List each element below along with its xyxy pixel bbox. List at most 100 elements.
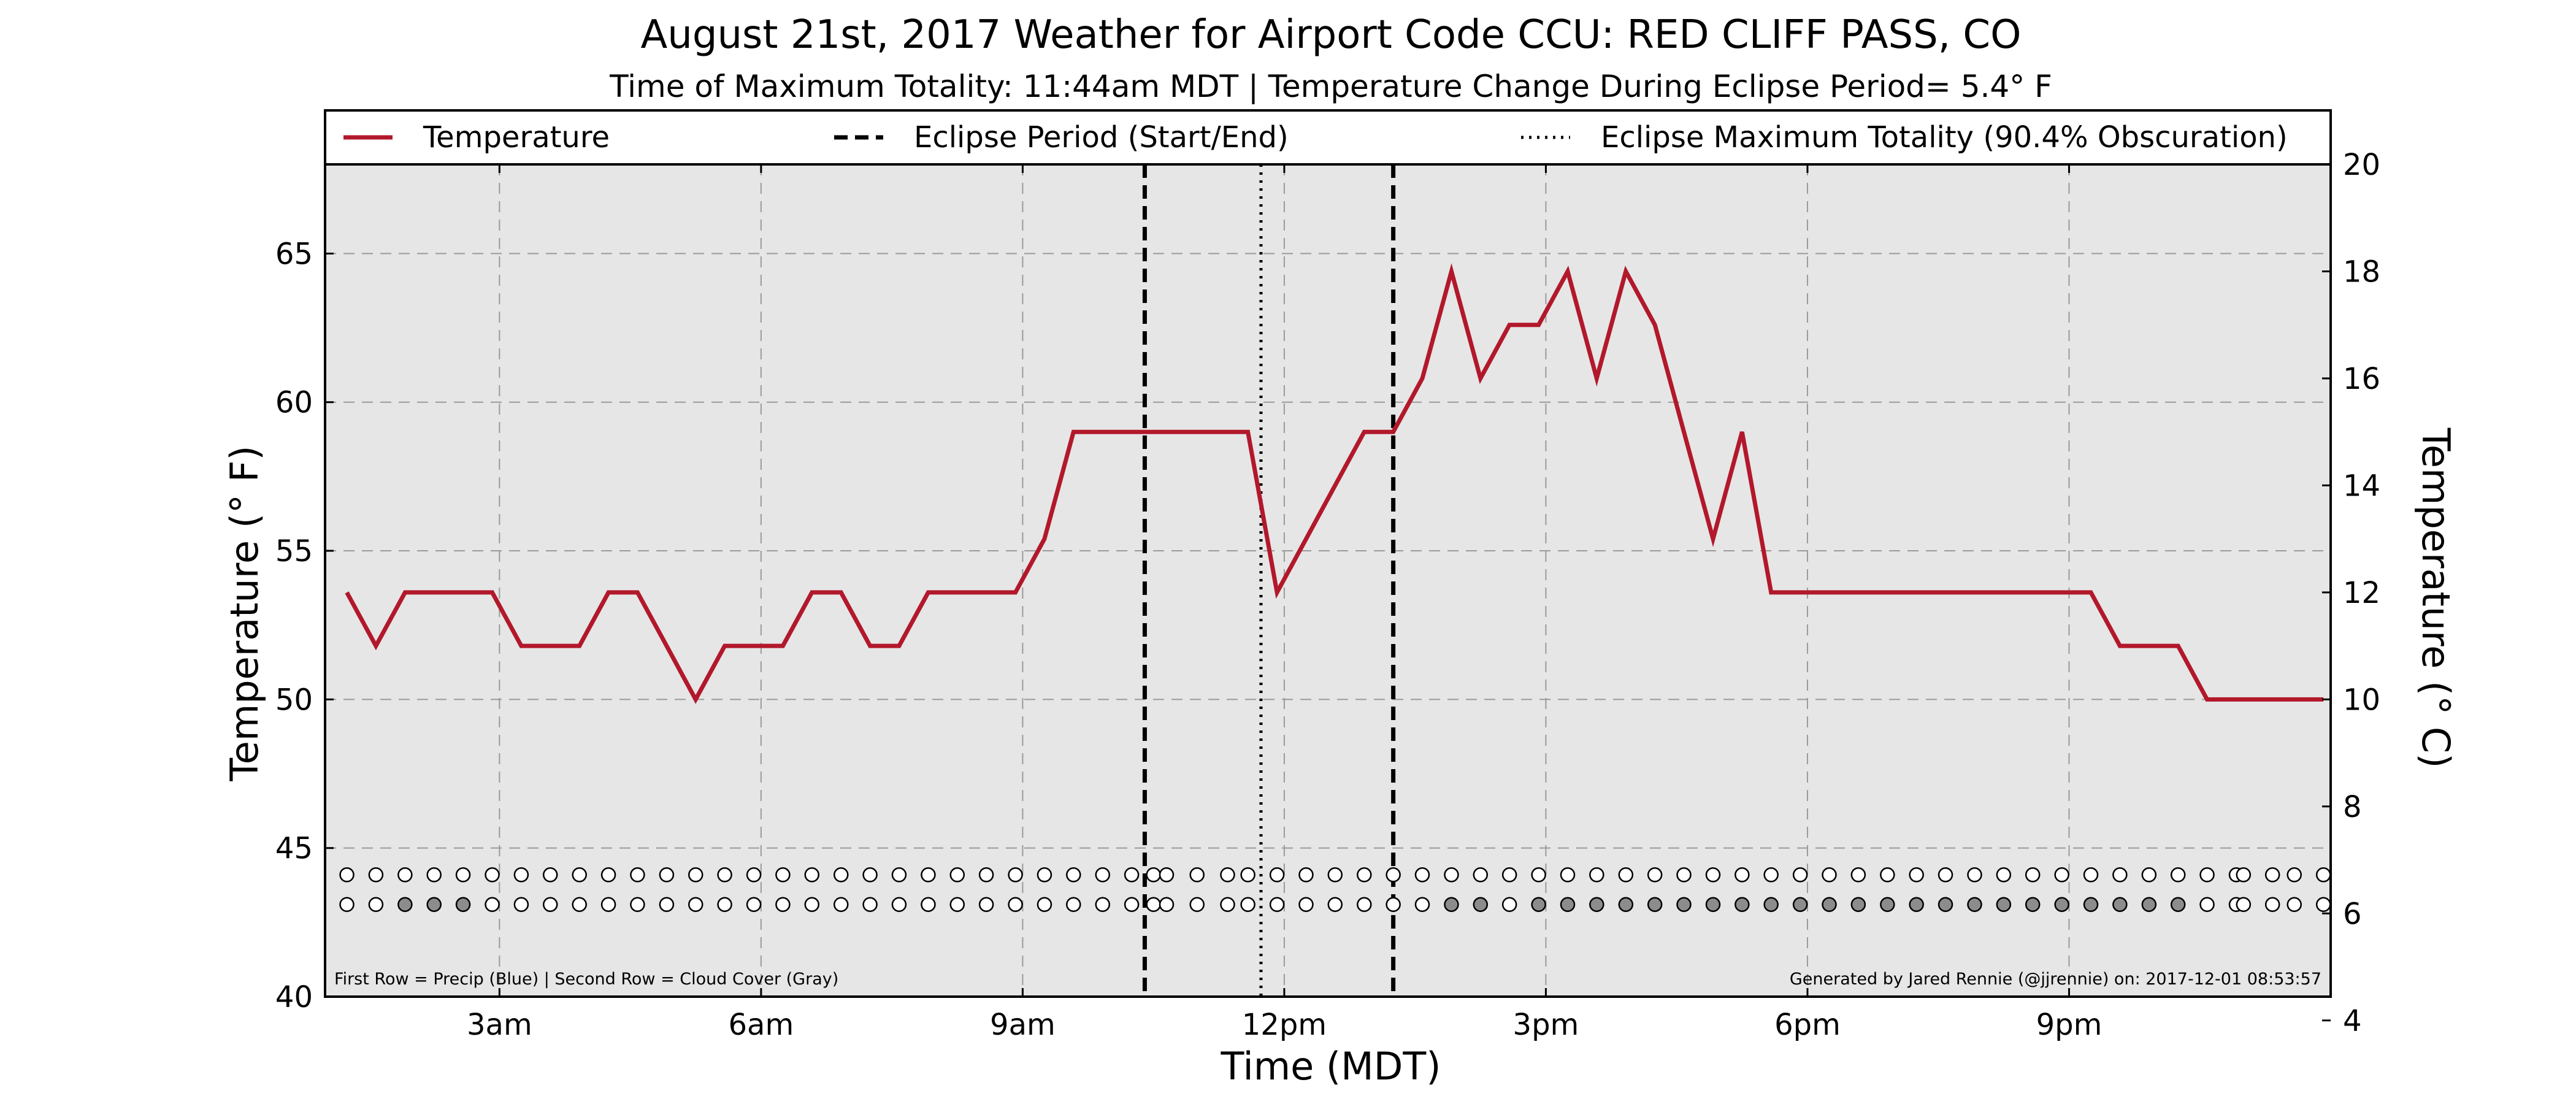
cloud-indicator [1938,897,1953,913]
precip-indicator [2287,867,2302,883]
precip-indicator [1822,867,1837,883]
precip-indicator [1124,867,1140,883]
cloud-indicator [1444,897,1459,913]
cloud-indicator [426,897,442,913]
precip-indicator [2264,867,2280,883]
precip-indicator [1269,867,1285,883]
legend-label: Temperature [423,120,610,155]
cloud-indicator [1240,897,1255,913]
precip-indicator [804,867,820,883]
cloud-indicator [688,897,703,913]
precip-indicator [1189,867,1205,883]
legend-label: Eclipse Maximum Totality (90.4% Obscurat… [1601,120,2288,155]
cloud-indicator [2083,897,2099,913]
precip-indicator [1967,867,1982,883]
cloud-indicator [1189,897,1205,913]
cloud-indicator [833,897,849,913]
cloud-indicator [1822,897,1837,913]
cloud-indicator [1386,897,1401,913]
chart-subtitle: Time of Maximum Totality: 11:44am MDT | … [609,69,2052,104]
precip-indicator [572,867,587,883]
x-tick-label: 12pm [1242,1008,1327,1042]
temperature-line [345,263,2324,704]
cloud-indicator [2112,897,2128,913]
precip-indicator [775,867,791,883]
cloud-indicator [921,897,936,913]
x-axis-label: Time (MDT) [1221,1044,1441,1089]
precip-indicator [513,867,529,883]
cloud-indicator [746,897,762,913]
cloud-indicator [775,897,791,913]
precip-indicator [1705,867,1721,883]
cloud-indicator [1298,897,1314,913]
precip-indicator [1327,867,1343,883]
x-tick-label: 3am [467,1008,532,1042]
grid [325,164,2331,997]
cloud-indicator [1473,897,1489,913]
cloud-indicator [891,897,907,913]
x-tick-label: 6am [729,1008,794,1042]
precip-indicator [485,867,500,883]
precip-indicator [397,867,413,883]
chart-title: August 21st, 2017 Weather for Airport Co… [641,12,2022,58]
y-right-tick-label: 8 [2343,790,2362,824]
precip-indicator [2025,867,2041,883]
cloud-indicator [1357,897,1372,913]
precip-indicator [1159,867,1175,883]
precip-indicator [1763,867,1779,883]
cloud-indicator [1705,897,1721,913]
y-tick-label: 40 [275,980,313,1014]
cloud-indicator [1159,897,1175,913]
precip-indicator [1618,867,1634,883]
precip-indicator [949,867,965,883]
precip-indicator [891,867,907,883]
cloud-indicator [2141,897,2157,913]
cloud-indicator [1792,897,1808,913]
y-tick-label: 55 [275,534,313,569]
y-right-tick-label: 12 [2343,576,2380,610]
y-tick-label: 60 [275,386,313,420]
precip-indicator [1880,867,1895,883]
precip-indicator [1386,867,1401,883]
cloud-indicator [542,897,558,913]
cloud-indicator [978,897,994,913]
precip-indicator [659,867,675,883]
cloud-indicator [1909,897,1924,913]
footnote-right: Generated by Jared Rennie (@jjrennie) on… [1790,970,2321,989]
cloud-indicator [1327,897,1343,913]
y-right-tick-label: 14 [2343,469,2380,503]
cloud-indicator [1676,897,1692,913]
precip-indicator [600,867,616,883]
cloud-indicator [2315,897,2331,913]
precip-indicator [746,867,762,883]
precip-indicator [1938,867,1953,883]
cloud-indicator [2236,897,2252,913]
cloud-indicator [339,897,355,913]
cloud-indicator [949,897,965,913]
y-right-tick-label: 4 [2343,1004,2362,1038]
precip-indicator [1850,867,1866,883]
precip-indicator [426,867,442,883]
precip-indicator [688,867,703,883]
precip-indicator [978,867,994,883]
cloud-indicator [1880,897,1895,913]
y-right-tick-label: 20 [2343,148,2380,182]
y-tick-label: 45 [275,832,313,866]
cloud-indicator [1763,897,1779,913]
x-tick-label: 9am [990,1008,1056,1042]
cloud-indicator [2199,897,2215,913]
cloud-indicator [397,897,413,913]
cloud-indicator [1146,897,1161,913]
plot-area [325,164,2331,997]
y-axis-right-label: Temperature (° C) [2413,427,2458,769]
precip-indicator [2083,867,2099,883]
cloud-indicator [1735,897,1750,913]
cloud-indicator [1560,897,1576,913]
y-tick-label: 65 [275,237,313,271]
precip-indicator [1298,867,1314,883]
y-right-tick-label: 6 [2343,897,2362,931]
cloud-indicator [1531,897,1546,913]
precip-indicator [1095,867,1111,883]
x-tick-label: 9pm [2036,1008,2103,1042]
cloud-indicator [513,897,529,913]
